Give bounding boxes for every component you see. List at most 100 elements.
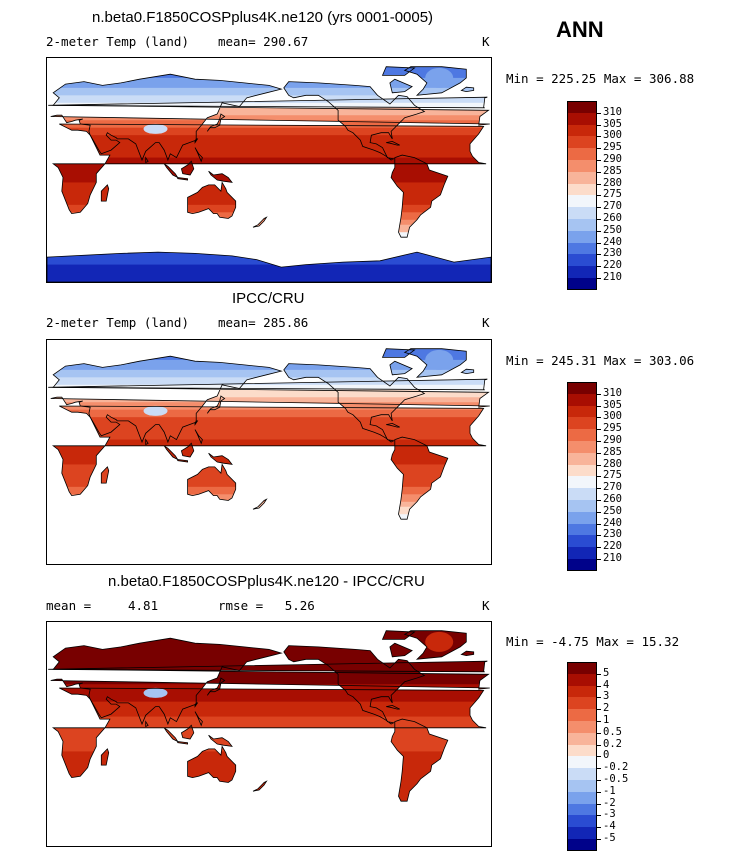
colorbar-tick-label: 280 bbox=[603, 457, 622, 470]
colorbar-segment bbox=[567, 662, 597, 675]
latitude-band bbox=[47, 222, 491, 226]
colorbar-segment bbox=[567, 685, 597, 698]
latitude-band bbox=[48, 514, 490, 518]
season-label: ANN bbox=[556, 17, 604, 42]
colorbar-tick bbox=[597, 148, 601, 150]
colorbar-tick-label: 275 bbox=[603, 469, 622, 482]
latitude-band bbox=[47, 145, 491, 149]
colorbar-tick bbox=[597, 500, 601, 501]
rmse-prefix: rmse = bbox=[218, 598, 264, 613]
colorbar-tick-label: 0 bbox=[603, 749, 610, 762]
latitude-band bbox=[47, 107, 491, 111]
coastline-ellesmere bbox=[381, 66, 416, 76]
latitude-band bbox=[47, 150, 491, 154]
latitude-band bbox=[47, 219, 491, 223]
colorbar-segment bbox=[567, 242, 597, 255]
latitude-band bbox=[48, 776, 490, 780]
latitude-band bbox=[48, 664, 490, 668]
colorbar-segment bbox=[567, 278, 597, 291]
colorbar-tick-label: 305 bbox=[603, 117, 622, 130]
colorbar-frame bbox=[567, 101, 597, 290]
colorbar-segment bbox=[567, 429, 597, 442]
colorbar-segment bbox=[567, 488, 597, 501]
colorbar-segment bbox=[567, 160, 597, 173]
colorbar-tick bbox=[597, 183, 601, 185]
colorbar-segment bbox=[567, 827, 597, 840]
coastline-srilanka bbox=[145, 720, 149, 728]
latitude-band bbox=[47, 267, 491, 271]
colorbar-tick-label: -1 bbox=[603, 784, 616, 797]
colorbar-tick bbox=[597, 464, 601, 466]
coastline-greenland bbox=[403, 630, 467, 660]
colorbar-tick bbox=[597, 523, 601, 525]
latitude-band bbox=[47, 130, 491, 134]
colorbar-tick-label: 2 bbox=[603, 702, 610, 715]
latitude-band bbox=[48, 721, 490, 725]
coastline-newguinea bbox=[208, 452, 233, 465]
latitude-band bbox=[47, 537, 491, 540]
coastline-eurasia bbox=[50, 73, 490, 162]
colorbar-tick-label: 230 bbox=[603, 247, 622, 260]
coastline-africa bbox=[52, 123, 487, 215]
colorbar-tick bbox=[597, 744, 601, 746]
colorbar-tick bbox=[597, 697, 601, 699]
latitude-band bbox=[48, 778, 490, 782]
colorbar-segment bbox=[567, 254, 597, 267]
latitude-band bbox=[47, 826, 491, 829]
latitude-band bbox=[47, 529, 491, 532]
latitude-band bbox=[48, 501, 490, 505]
colorbar-tick-label: 310 bbox=[603, 386, 622, 399]
latitude-band bbox=[47, 539, 491, 542]
latitude-band bbox=[47, 844, 491, 846]
colorbar-tick bbox=[597, 815, 601, 817]
colorbar-tick-label: 240 bbox=[603, 235, 622, 248]
map-svg bbox=[47, 348, 491, 555]
latitude-band bbox=[47, 552, 491, 555]
colorbar-tick bbox=[597, 429, 601, 431]
latitude-band bbox=[48, 649, 490, 653]
coastline-madagascar bbox=[100, 466, 110, 484]
latitude-band bbox=[48, 689, 490, 693]
colorbar-tick bbox=[597, 452, 601, 454]
latitude-band bbox=[47, 839, 491, 842]
colorbar-segment bbox=[567, 721, 597, 734]
rmse-label: rmse = 5.26 bbox=[218, 598, 315, 613]
latitude-band bbox=[47, 814, 491, 817]
coastline-taiwan bbox=[194, 138, 199, 144]
latitude-band bbox=[47, 157, 491, 161]
latitude-band bbox=[47, 135, 491, 139]
colorbar-segment bbox=[567, 559, 597, 572]
colorbar-tick-label: 0.5 bbox=[603, 725, 622, 738]
colorbar-tick bbox=[597, 195, 601, 197]
latitude-band bbox=[48, 414, 490, 418]
colorbar-segment bbox=[567, 732, 597, 746]
coastline-southamerica bbox=[390, 154, 449, 238]
colorbar-segment bbox=[567, 148, 597, 161]
latitude-band bbox=[48, 701, 490, 705]
colorbar-tick bbox=[597, 732, 601, 734]
latitude-band bbox=[48, 367, 490, 371]
colorbar-tick bbox=[597, 441, 601, 442]
latitude-band bbox=[48, 422, 490, 426]
latitude-band bbox=[48, 666, 490, 670]
coastline-northamerica bbox=[283, 645, 426, 725]
colorbar-tick bbox=[597, 827, 601, 829]
coastline-southamerica bbox=[390, 718, 449, 802]
colorbar-tick bbox=[597, 136, 601, 138]
latitude-band bbox=[48, 494, 490, 498]
coastline-madagascar bbox=[100, 184, 110, 202]
colorbar-tick-label: 210 bbox=[603, 552, 622, 564]
coastline-cuba bbox=[386, 140, 400, 146]
latitude-band bbox=[47, 801, 491, 804]
latitude-band bbox=[48, 694, 490, 698]
colorbar-tick bbox=[597, 839, 601, 840]
latitude-band bbox=[47, 249, 491, 253]
latitude-band bbox=[48, 442, 490, 446]
latitude-band bbox=[48, 724, 490, 728]
colorbar-tick bbox=[597, 230, 601, 232]
latitude-band bbox=[48, 716, 490, 720]
latitude-band bbox=[48, 791, 490, 795]
coastline-japan bbox=[206, 113, 226, 132]
map-svg bbox=[47, 630, 491, 846]
latitude-band bbox=[47, 524, 491, 527]
